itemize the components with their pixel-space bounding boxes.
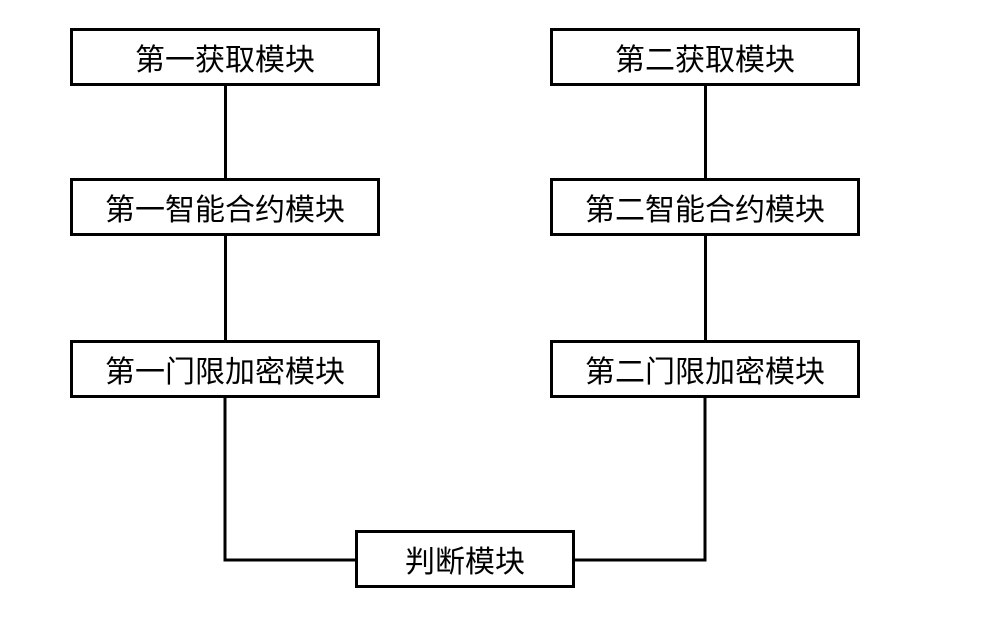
edge-n5-n7: [225, 398, 355, 560]
edges-svg: [0, 0, 1000, 626]
edge-n6-n7: [575, 398, 705, 560]
